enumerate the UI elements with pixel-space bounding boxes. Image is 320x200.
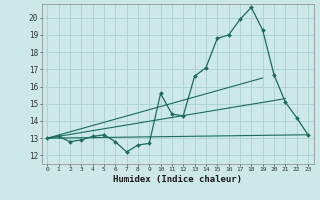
X-axis label: Humidex (Indice chaleur): Humidex (Indice chaleur) — [113, 175, 242, 184]
